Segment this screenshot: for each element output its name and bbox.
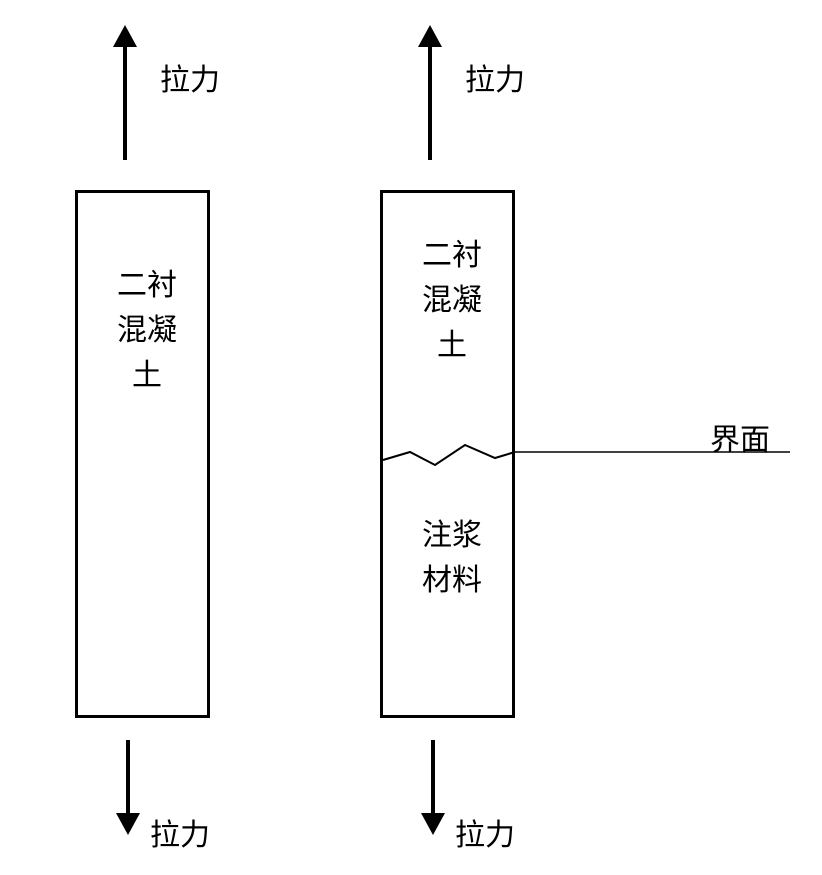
tension-label-top-left: 拉力	[160, 55, 220, 99]
arrow-top-left	[105, 25, 145, 165]
right-block-bottom-label: 注浆 材料	[407, 513, 497, 603]
arrow-top-right	[410, 25, 450, 165]
left-block: 二衬 混凝 土	[75, 190, 210, 718]
left-block-label: 二衬 混凝 土	[102, 263, 192, 398]
arrow-bottom-left	[108, 740, 148, 840]
tension-label-bottom-right: 拉力	[455, 810, 515, 854]
tension-label-bottom-left: 拉力	[150, 810, 210, 854]
arrow-bottom-right	[413, 740, 453, 840]
right-block-top-label: 二衬 混凝 土	[407, 233, 497, 368]
diagram-container: 拉力 拉力 二衬 混凝 土 二衬 混凝 土 注浆 材料 界面 拉力 拉力	[0, 0, 822, 875]
interface-label: 界面	[710, 415, 770, 459]
tension-label-top-right: 拉力	[465, 55, 525, 99]
